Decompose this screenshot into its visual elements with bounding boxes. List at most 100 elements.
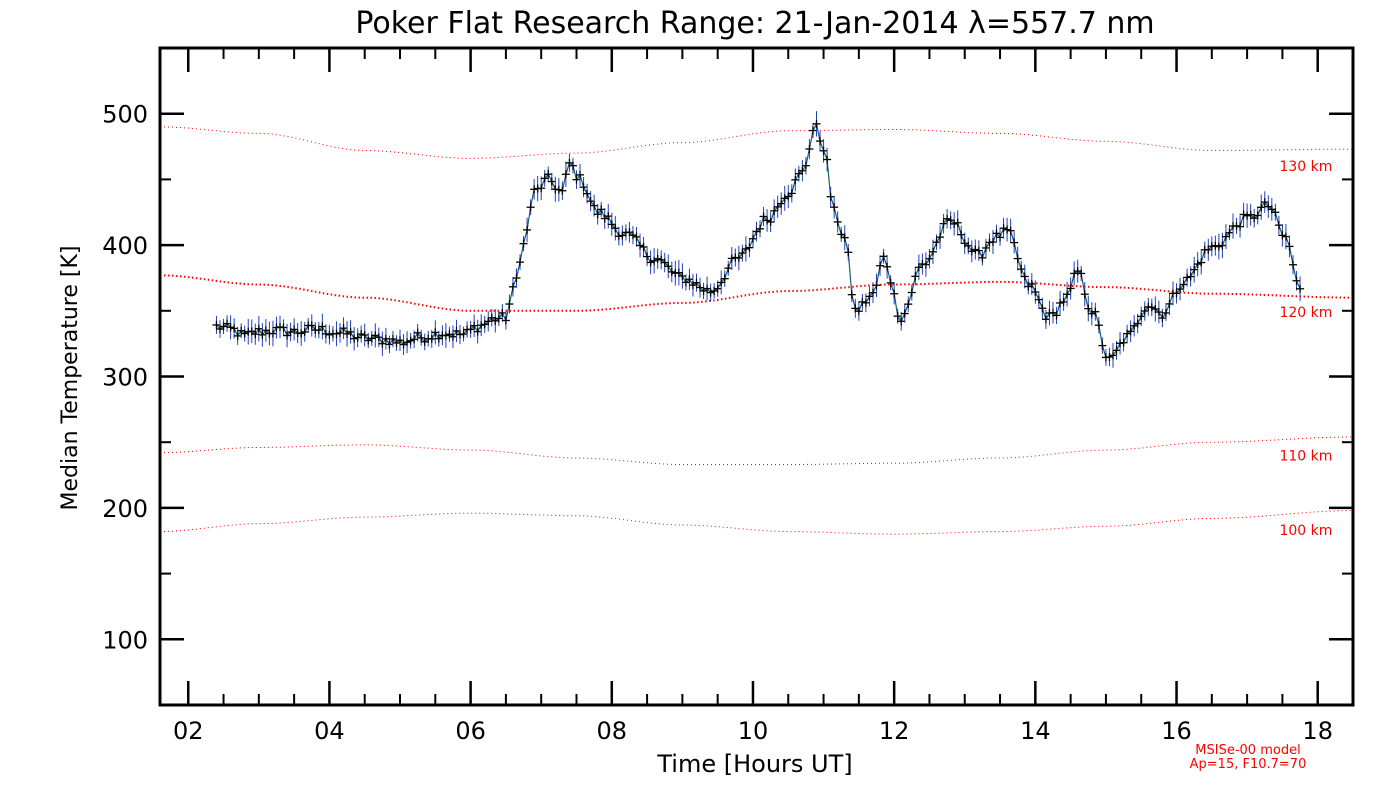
data-point — [777, 199, 786, 208]
data-point — [988, 237, 997, 246]
data-point — [494, 314, 503, 323]
data-point — [639, 242, 648, 251]
data-point — [1271, 208, 1280, 217]
data-point — [477, 321, 486, 330]
data-point — [745, 243, 754, 252]
data-point — [1214, 242, 1223, 251]
data-point — [791, 175, 800, 184]
y-tick-label: 400 — [102, 232, 148, 260]
data-point — [1126, 327, 1135, 336]
data-point — [1165, 299, 1174, 308]
data-point — [1225, 228, 1234, 237]
data-point — [378, 339, 387, 348]
data-point — [1094, 321, 1103, 330]
data-point — [756, 224, 765, 233]
data-point — [1190, 265, 1199, 274]
data-point — [826, 192, 835, 201]
data-point — [279, 323, 288, 332]
data-point — [1020, 272, 1029, 281]
data-point — [650, 256, 659, 265]
data-point — [1027, 279, 1036, 288]
data-point — [653, 254, 662, 263]
data-point — [212, 320, 221, 329]
data-point — [547, 177, 556, 186]
data-point — [1017, 265, 1026, 274]
model-label-100-km: 100 km — [1279, 523, 1332, 539]
data-point — [872, 281, 881, 290]
data-point — [1281, 232, 1290, 241]
data-point — [868, 288, 877, 297]
x-tick-label: 18 — [1302, 717, 1333, 745]
data-point — [406, 336, 415, 345]
measurement-series — [212, 111, 1305, 368]
data-point — [561, 170, 570, 179]
data-point — [388, 335, 397, 344]
data-point — [410, 335, 419, 344]
data-point — [1253, 211, 1262, 220]
data-point — [992, 229, 1001, 238]
data-point — [738, 249, 747, 258]
chart-title: Poker Flat Research Range: 21-Jan-2014 λ… — [355, 6, 1154, 41]
data-point — [830, 203, 839, 212]
data-point — [1179, 280, 1188, 289]
data-point — [360, 331, 369, 340]
data-point — [268, 329, 277, 338]
model-curves: 130 km 120 km 110 km 100 km — [159, 126, 1354, 539]
data-point — [240, 329, 249, 338]
x-axis-label: Time [Hours UT] — [656, 750, 852, 778]
data-point — [1140, 307, 1149, 316]
y-tick-label: 300 — [102, 364, 148, 392]
data-point — [526, 203, 535, 212]
y-tick-label: 100 — [102, 626, 148, 654]
data-point — [897, 317, 906, 326]
x-tick-label: 08 — [597, 717, 628, 745]
data-point — [946, 216, 955, 225]
data-point — [385, 340, 394, 349]
data-point — [628, 231, 637, 240]
data-point — [921, 260, 930, 269]
data-point — [770, 206, 779, 215]
data-point — [413, 328, 422, 337]
data-point — [254, 324, 263, 333]
data-point — [932, 238, 941, 247]
data-point — [1003, 225, 1012, 234]
data-point — [283, 331, 292, 340]
data-point — [996, 233, 1005, 242]
data-point — [353, 333, 362, 342]
data-point — [583, 189, 592, 198]
data-point — [879, 252, 888, 261]
data-point — [590, 201, 599, 210]
data-point — [431, 328, 440, 337]
data-point — [611, 224, 620, 233]
model-curve-100-km — [159, 510, 1353, 535]
data-point — [1006, 226, 1015, 235]
data-point — [1292, 276, 1301, 285]
data-point — [978, 253, 987, 262]
model-label-110-km: 110 km — [1279, 448, 1332, 464]
data-point — [717, 278, 726, 287]
data-point — [876, 261, 885, 270]
data-point — [692, 278, 701, 287]
data-point — [1077, 269, 1086, 278]
data-point — [1285, 242, 1294, 251]
data-point — [554, 185, 563, 194]
data-point — [646, 258, 655, 267]
data-point — [844, 248, 853, 257]
x-tick-label: 06 — [455, 717, 486, 745]
data-point — [417, 333, 426, 342]
data-point — [1186, 272, 1195, 281]
data-point — [607, 220, 616, 229]
data-point — [516, 258, 525, 267]
data-point — [1147, 303, 1156, 312]
data-point — [325, 330, 334, 339]
data-point — [501, 316, 510, 325]
data-point — [886, 278, 895, 287]
data-point — [890, 289, 899, 298]
data-point — [1052, 311, 1061, 320]
data-point — [780, 194, 789, 203]
data-point — [1087, 309, 1096, 318]
data-point — [703, 284, 712, 293]
data-point — [1236, 222, 1245, 231]
data-point — [724, 264, 733, 273]
data-point — [840, 233, 849, 242]
